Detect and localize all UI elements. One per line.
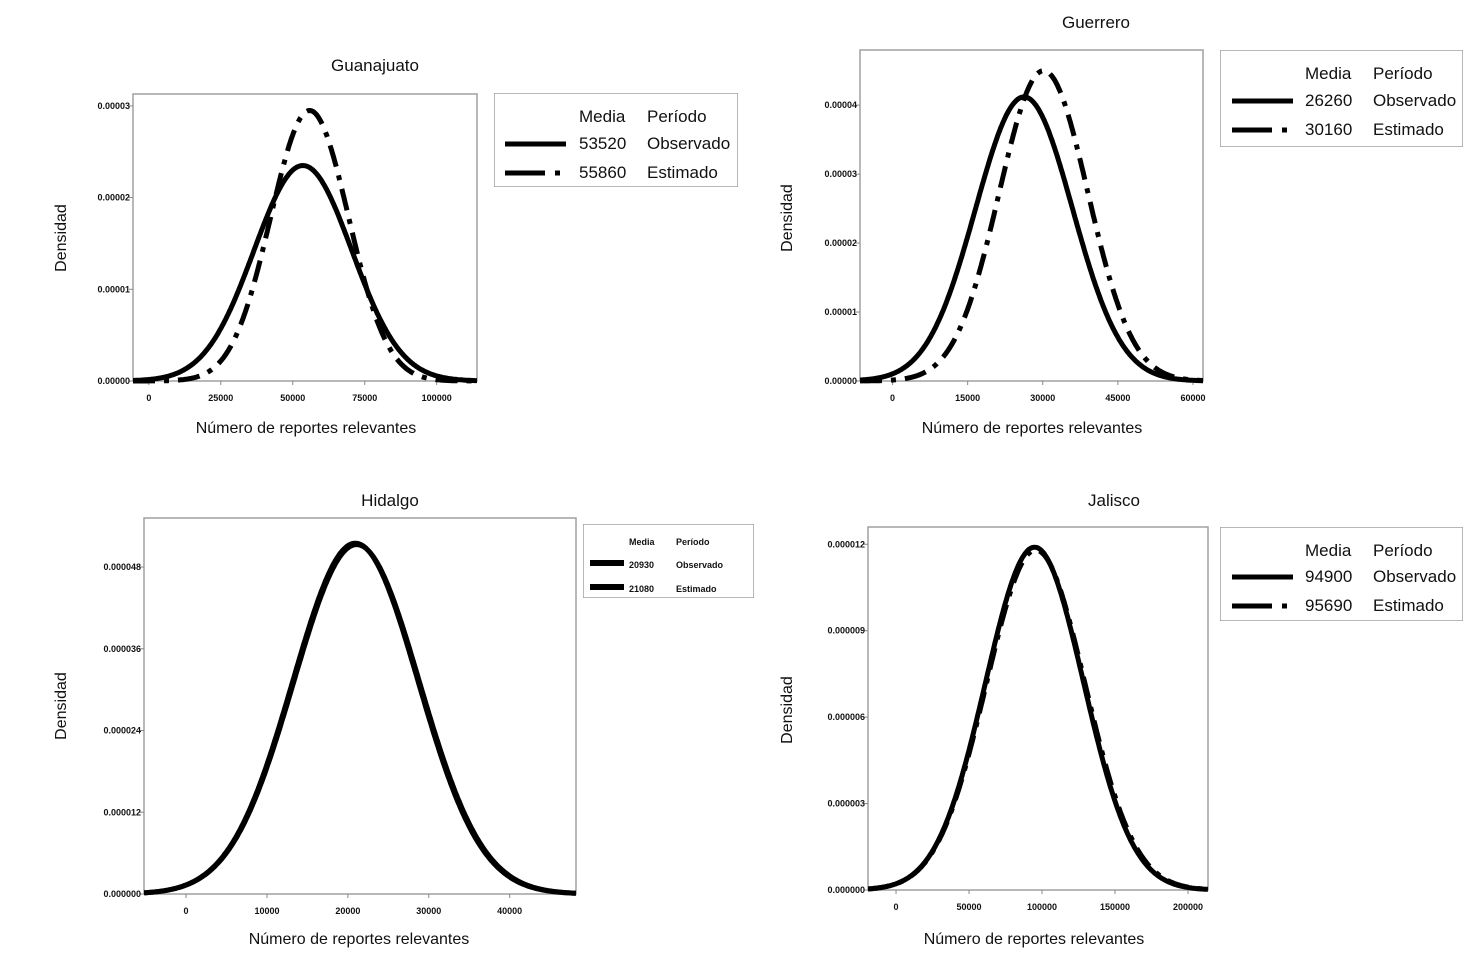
legend-mean-value: 20930 [629, 560, 654, 570]
legend-mean-value: 53520 [579, 134, 626, 153]
x-tick-label: 30000 [416, 906, 441, 916]
legend-header-period: Período [1373, 64, 1433, 83]
x-tick-label: 40000 [497, 906, 522, 916]
x-tick-label: 200000 [1173, 902, 1203, 912]
y-tick-label: 0.00002 [97, 193, 130, 203]
y-tick-label: 0.000036 [103, 644, 141, 654]
chart-title: Hidalgo [361, 491, 419, 510]
legend-mean-value: 95690 [1305, 596, 1352, 615]
legend-header-mean: Media [1305, 541, 1352, 560]
legend: Media Período 20930 Observado 21080 Estimado [583, 524, 754, 598]
x-tick-label: 0 [890, 393, 895, 403]
legend-period-label: Observado [647, 134, 730, 153]
chart-title: Guerrero [1062, 13, 1130, 32]
chart-title: Jalisco [1088, 491, 1140, 510]
density-curve-estimado [868, 547, 1208, 892]
legend-header-mean: Media [1305, 64, 1352, 83]
x-tick-label: 100000 [1027, 902, 1057, 912]
y-axis-label: Densidad [779, 676, 796, 744]
legend: Media Período 26260 Observado 30160 Estimado [1220, 50, 1463, 147]
legend-mean-value: 21080 [629, 584, 654, 594]
y-tick-label: 0.000003 [827, 799, 865, 809]
x-tick-label: 50000 [957, 902, 982, 912]
legend-header-mean: Media [629, 537, 656, 547]
x-tick-label: 150000 [1100, 902, 1130, 912]
x-tick-label: 0 [146, 393, 151, 403]
density-curve-estimado [133, 107, 477, 384]
y-axis-label: Densidad [53, 204, 70, 272]
legend-mean-value: 94900 [1305, 567, 1352, 586]
y-tick-label: 0.000000 [827, 885, 865, 895]
density-curve-observado [133, 162, 477, 384]
legend-period-label: Estimado [676, 584, 717, 594]
legend-header-period: Período [647, 107, 707, 126]
x-tick-label: 15000 [955, 393, 980, 403]
x-axis-label: Número de reportes relevantes [924, 931, 1145, 948]
legend: Media Período 94900 Observado 95690 Estimado [1220, 527, 1463, 621]
legend-header-period: Período [1373, 541, 1433, 560]
plot-frame [859, 49, 1204, 382]
y-tick-label: 0.00004 [824, 100, 857, 110]
x-tick-label: 50000 [280, 393, 305, 403]
x-axis-label: Número de reportes relevantes [922, 420, 1143, 437]
y-tick-label: 0.000009 [827, 626, 865, 636]
legend-period-label: Estimado [1373, 120, 1444, 139]
legend-period-label: Estimado [647, 163, 718, 182]
x-tick-label: 0 [184, 906, 189, 916]
y-axis-label: Densidad [53, 672, 70, 740]
x-axis-label: Número de reportes relevantes [249, 931, 470, 948]
density-curve-estimado [860, 68, 1203, 384]
legend-period-label: Observado [1373, 567, 1456, 586]
legend-period-label: Estimado [1373, 596, 1444, 615]
x-tick-label: 0 [894, 902, 899, 912]
x-tick-label: 20000 [335, 906, 360, 916]
legend-header-mean: Media [579, 107, 626, 126]
plot-frame [132, 93, 478, 382]
density-curve-estimado [144, 542, 576, 896]
y-tick-label: 0.000012 [827, 539, 865, 549]
x-axis-label: Número de reportes relevantes [196, 420, 417, 437]
legend-header-period: Período [676, 537, 710, 547]
legend-mean-value: 55860 [579, 163, 626, 182]
y-tick-label: 0.00001 [97, 284, 130, 294]
legend-mean-value: 26260 [1305, 91, 1352, 110]
chart-panel-guerrero: Guerrero Número de reportes relevantes Den… [779, 13, 1463, 437]
plot-frame [867, 526, 1209, 891]
plot-frame [143, 517, 577, 895]
chart-panel-jalisco: Jalisco Número de reportes relevantes Dens… [779, 491, 1463, 948]
y-tick-label: 0.00003 [97, 101, 130, 111]
x-tick-label: 75000 [352, 393, 377, 403]
legend-period-label: Observado [676, 560, 724, 570]
density-curve-observado [860, 94, 1203, 384]
y-tick-label: 0.000048 [103, 562, 141, 572]
legend-period-label: Observado [1373, 91, 1456, 110]
y-tick-label: 0.000024 [103, 726, 141, 736]
y-tick-label: 0.000000 [103, 889, 141, 899]
x-tick-label: 45000 [1105, 393, 1130, 403]
legend: Media Período 53520 Observado 55860 Estimado [494, 93, 738, 187]
chart-title: Guanajuato [331, 56, 419, 75]
y-tick-label: 0.000012 [103, 807, 141, 817]
y-tick-label: 0.00003 [824, 169, 857, 179]
x-tick-label: 30000 [1030, 393, 1055, 403]
x-tick-label: 10000 [254, 906, 279, 916]
x-tick-label: 60000 [1180, 393, 1205, 403]
y-tick-label: 0.00000 [824, 376, 857, 386]
y-tick-label: 0.00002 [824, 238, 857, 248]
y-tick-label: 0.00000 [97, 376, 130, 386]
x-tick-label: 25000 [208, 393, 233, 403]
legend-mean-value: 30160 [1305, 120, 1352, 139]
y-tick-label: 0.000006 [827, 712, 865, 722]
y-tick-label: 0.00001 [824, 307, 857, 317]
y-axis-label: Densidad [779, 184, 796, 252]
chart-panel-guanajuato: Guanajuato Número de reportes relevantes D… [53, 56, 738, 437]
chart-panel-hidalgo: Hidalgo Número de reportes relevantes Dens… [53, 491, 754, 948]
x-tick-label: 100000 [422, 393, 452, 403]
